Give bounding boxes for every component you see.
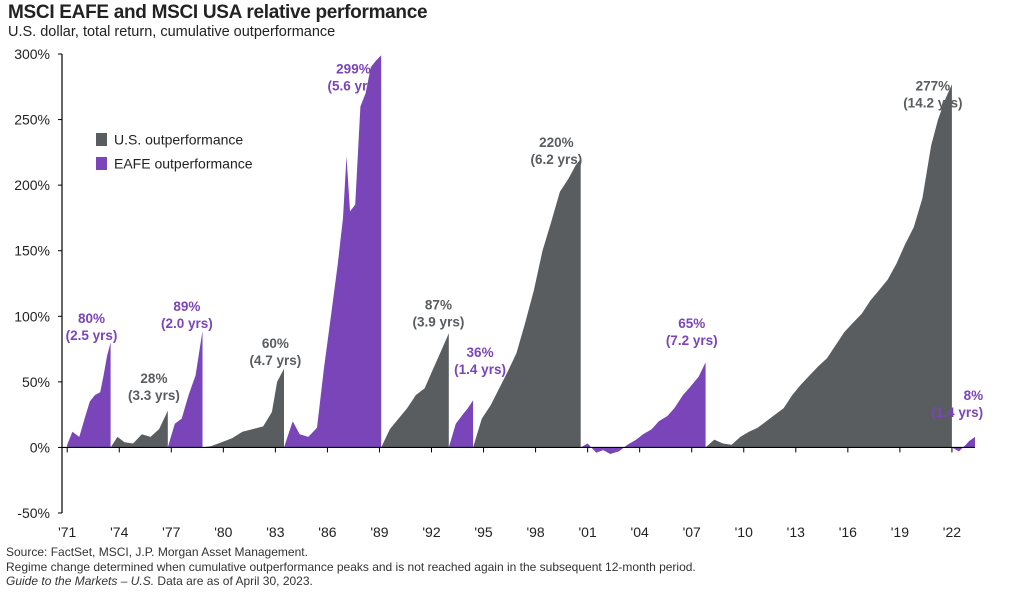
annotation-duration: (5.6 yrs) <box>328 79 380 94</box>
y-tick-label: -50% <box>17 505 50 521</box>
y-tick-label: 100% <box>14 308 50 324</box>
series-area-eafe-7 <box>448 400 474 448</box>
annotation-duration: (1.4 yrs) <box>454 362 506 377</box>
annotation-duration: (1.4 yrs) <box>931 405 983 420</box>
annotation-value: 220% <box>539 135 574 150</box>
legend-swatch-us <box>96 133 107 146</box>
x-tick-label: '77 <box>162 524 180 540</box>
x-tick-label: '22 <box>943 524 961 540</box>
y-tick-label: 300% <box>14 46 50 62</box>
series-area-eafe-3 <box>167 330 203 448</box>
footer-source: Source: FactSet, MSCI, J.P. Morgan Asset… <box>6 545 308 559</box>
series-area-eafe-9 <box>580 362 706 454</box>
series-area-us-10 <box>705 84 952 448</box>
label-layer: 80% (2.5 yrs) 28% (3.3 yrs) 89% (2.0 yrs) 60% (… <box>66 62 984 421</box>
x-tick-label: '10 <box>735 524 753 540</box>
x-tick-label: '95 <box>474 524 492 540</box>
x-tick-label: '07 <box>683 524 701 540</box>
annotation-duration: (6.2 yrs) <box>531 152 583 167</box>
annotation-value: 89% <box>173 299 200 314</box>
legend-swatch-eafe <box>96 157 107 170</box>
axis-layer: -50% 0% 50% 100% 150% 200% 250% 300% '71 '74 '77 '8… <box>14 46 975 540</box>
x-tick-label: '04 <box>631 524 649 540</box>
x-tick-label: '89 <box>370 524 388 540</box>
footer: Source: FactSet, MSCI, J.P. Morgan Asset… <box>6 545 696 589</box>
y-tick-label: 150% <box>14 243 50 259</box>
annotation-value: 299% <box>336 62 371 77</box>
series-area-us-8 <box>473 158 581 448</box>
footer-guide: Guide to the Markets – U.S. Data are as … <box>6 574 696 589</box>
annotation-value: 87% <box>425 298 452 313</box>
chart-title: MSCI EAFE and MSCI USA relative performa… <box>8 2 428 23</box>
annotation-value: 36% <box>467 345 494 360</box>
footer-date: Data are as of April 30, 2023. <box>154 574 313 588</box>
annotation-duration: (2.0 yrs) <box>161 316 213 331</box>
x-tick-label: '86 <box>318 524 336 540</box>
footer-note: Regime change determined when cumulative… <box>6 559 696 574</box>
annotation-duration: (4.7 yrs) <box>249 353 301 368</box>
series-area-eafe-5 <box>284 55 382 448</box>
legend: U.S. outperformance EAFE outperformance <box>96 132 253 172</box>
annotation-value: 60% <box>262 336 289 351</box>
x-tick-label: '74 <box>110 524 128 540</box>
legend-label-us: U.S. outperformance <box>114 132 243 148</box>
annotation-value: 277% <box>916 79 951 94</box>
x-tick-label: '98 <box>526 524 544 540</box>
annotation-value: 8% <box>964 388 984 403</box>
series-area-eafe-11 <box>951 436 975 452</box>
chart-subtitle: U.S. dollar, total return, cumulative ou… <box>8 24 336 40</box>
x-tick-label: '71 <box>58 524 76 540</box>
x-tick-label: '01 <box>579 524 597 540</box>
series-area-eafe-1 <box>67 342 111 448</box>
y-tick-label: 250% <box>14 112 50 128</box>
annotation-value: 65% <box>678 316 705 331</box>
legend-label-eafe: EAFE outperformance <box>114 156 253 172</box>
annotation-duration: (14.2 yrs) <box>903 96 962 111</box>
x-tick-label: '83 <box>266 524 284 540</box>
annotation-value: 28% <box>140 371 167 386</box>
x-tick-label: '92 <box>422 524 440 540</box>
x-tick-label: '13 <box>787 524 805 540</box>
series-area-us-6 <box>381 333 449 448</box>
y-tick-label: 50% <box>22 374 50 390</box>
x-tick-label: '16 <box>839 524 857 540</box>
y-tick-label: 200% <box>14 177 50 193</box>
footer-guide-title: Guide to the Markets – U.S. <box>6 574 155 588</box>
annotation-duration: (3.3 yrs) <box>128 388 180 403</box>
series-area-us-2 <box>110 410 168 448</box>
annotation-duration: (2.5 yrs) <box>66 328 118 343</box>
series-area-us-4 <box>202 368 284 448</box>
annotation-value: 80% <box>78 311 105 326</box>
x-tick-label: '19 <box>891 524 909 540</box>
annotation-duration: (7.2 yrs) <box>666 333 718 348</box>
x-tick-label: '80 <box>214 524 232 540</box>
y-tick-label: 0% <box>30 439 50 455</box>
annotation-duration: (3.9 yrs) <box>413 315 465 330</box>
series-layer <box>67 55 975 454</box>
